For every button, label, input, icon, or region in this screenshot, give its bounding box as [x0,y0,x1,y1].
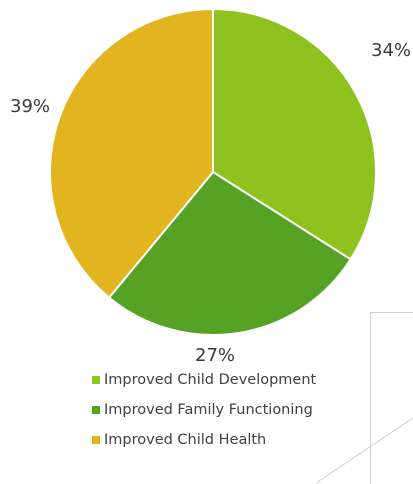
legend-swatch [92,405,100,414]
legend-swatch [92,375,100,384]
decorative-panel-edge [370,312,413,484]
legend-swatch [92,435,100,444]
data-label-family-functioning: 27% [195,345,236,366]
data-label-child-development: 34% [371,40,412,61]
data-label-child-health: 39% [10,96,51,117]
legend-label: Improved Child Development [104,371,317,388]
legend: Improved Child Development Improved Fami… [92,369,316,459]
legend-item-child-development: Improved Child Development [92,369,316,390]
pie-slice-improved-family-functioning [108,171,352,336]
pie-slice-improved-child-health [49,8,214,299]
legend-label: Improved Child Health [104,431,267,448]
legend-item-family-functioning: Improved Family Functioning [92,399,316,420]
legend-item-child-health: Improved Child Health [92,429,316,450]
legend-label: Improved Family Functioning [104,401,313,418]
